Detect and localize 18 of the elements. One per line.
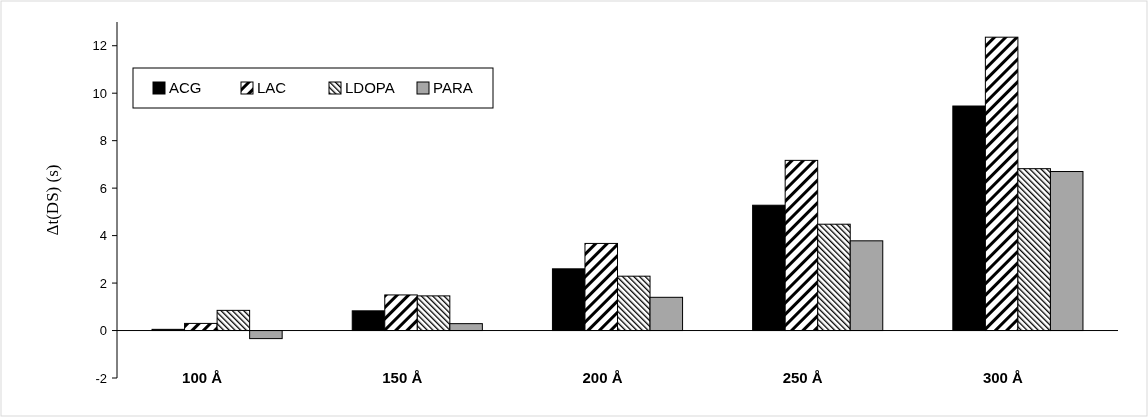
y-tick-label: 8: [99, 133, 107, 149]
legend-label: LDOPA: [345, 79, 395, 97]
x-tick-label: 150 Å: [382, 369, 423, 386]
x-tick-label: 200 Å: [582, 369, 623, 386]
y-tick-label: 10: [92, 85, 107, 101]
y-tick-label: 0: [99, 323, 107, 339]
legend-label: LAC: [257, 79, 287, 97]
x-tick-label: 250 Å: [782, 369, 823, 386]
y-tick-label: -2: [95, 370, 107, 386]
x-tick-label: 300 Å: [982, 369, 1024, 386]
legend-label: PARA: [433, 79, 473, 97]
y-tick-label: 2: [99, 275, 107, 291]
x-tick-label: 100 Å: [182, 369, 223, 386]
legend-label: ACG: [169, 79, 202, 97]
y-tick-label: 12: [92, 38, 107, 54]
y-tick-label: 6: [99, 180, 107, 196]
y-tick-label: 4: [99, 228, 107, 244]
y-axis-title: Δt(DS) (s): [43, 164, 62, 236]
